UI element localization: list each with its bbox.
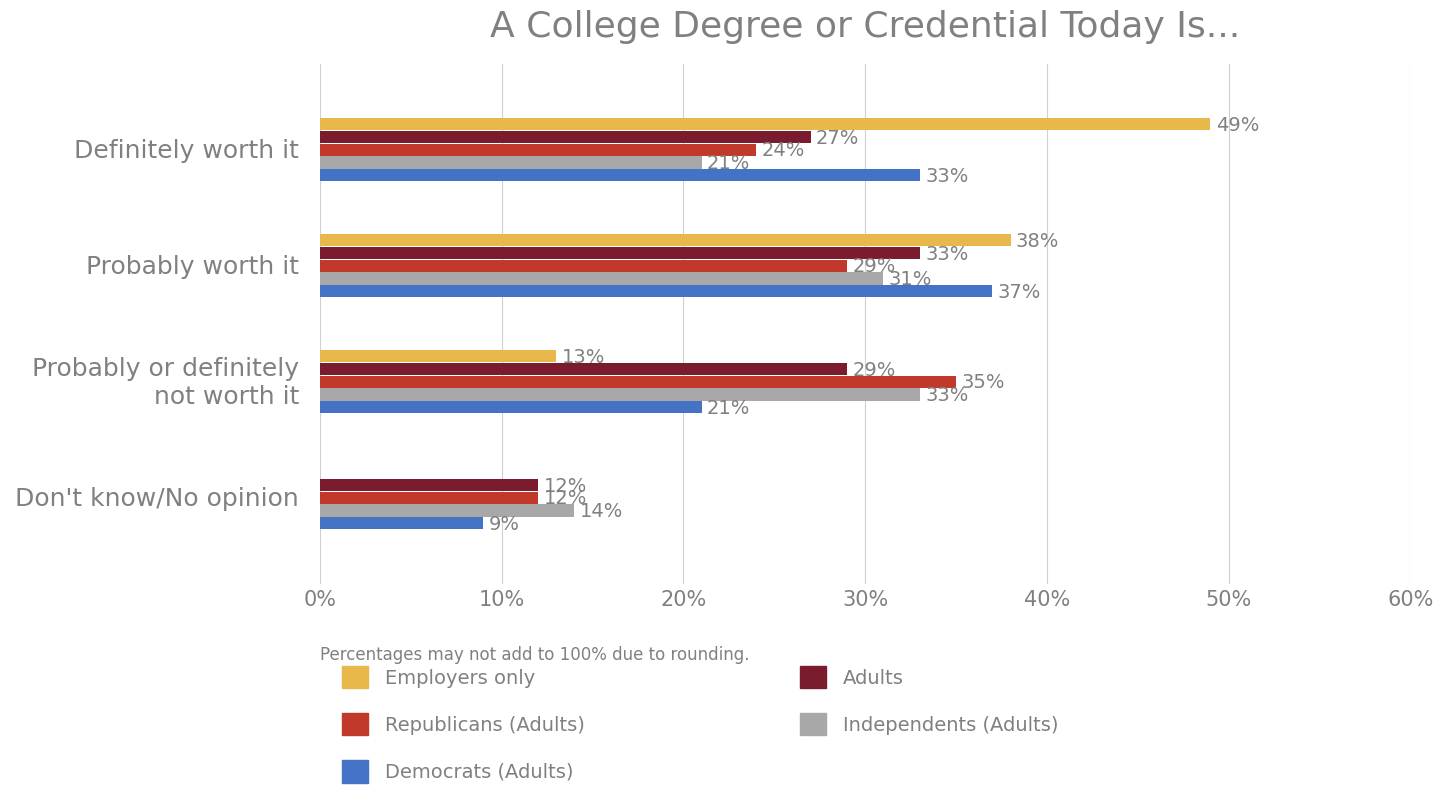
Bar: [320, 144, 756, 157]
Text: 24%: 24%: [762, 141, 806, 160]
Text: Adults: Adults: [843, 667, 904, 687]
Bar: [320, 376, 957, 388]
Text: Democrats (Adults): Democrats (Adults): [385, 762, 574, 781]
Text: 12%: 12%: [544, 489, 587, 508]
Text: 37%: 37%: [997, 282, 1041, 302]
Text: 21%: 21%: [707, 398, 750, 418]
Text: 49%: 49%: [1216, 116, 1259, 135]
Text: 31%: 31%: [888, 270, 932, 289]
Bar: [320, 247, 919, 260]
Bar: [320, 119, 1210, 131]
Text: 35%: 35%: [961, 373, 1005, 392]
Text: 9%: 9%: [489, 514, 521, 533]
Bar: [320, 273, 884, 285]
Bar: [320, 351, 555, 363]
Text: 27%: 27%: [816, 128, 859, 148]
Bar: [320, 517, 483, 530]
Text: Employers only: Employers only: [385, 667, 535, 687]
Bar: [320, 479, 538, 491]
Text: 33%: 33%: [925, 166, 968, 186]
Bar: [320, 235, 1011, 247]
Text: 29%: 29%: [852, 257, 896, 276]
Title: A College Degree or Credential Today Is...: A College Degree or Credential Today Is.…: [490, 11, 1240, 44]
Text: 14%: 14%: [580, 501, 624, 521]
Text: Independents (Adults): Independents (Adults): [843, 714, 1059, 734]
Text: Percentages may not add to 100% due to rounding.: Percentages may not add to 100% due to r…: [320, 645, 749, 663]
Text: 38%: 38%: [1016, 231, 1060, 251]
Text: 21%: 21%: [707, 154, 750, 173]
Bar: [320, 286, 992, 298]
Bar: [320, 389, 919, 401]
Text: 29%: 29%: [852, 360, 896, 379]
Text: 33%: 33%: [925, 244, 968, 264]
Bar: [320, 505, 574, 517]
Text: 12%: 12%: [544, 476, 587, 495]
Text: 33%: 33%: [925, 385, 968, 405]
Bar: [320, 401, 702, 414]
Bar: [320, 132, 811, 144]
Bar: [320, 492, 538, 504]
Bar: [320, 157, 702, 169]
Bar: [320, 260, 846, 272]
Text: 13%: 13%: [561, 347, 605, 367]
Bar: [320, 363, 846, 375]
Text: Republicans (Adults): Republicans (Adults): [385, 714, 585, 734]
Bar: [320, 170, 919, 182]
